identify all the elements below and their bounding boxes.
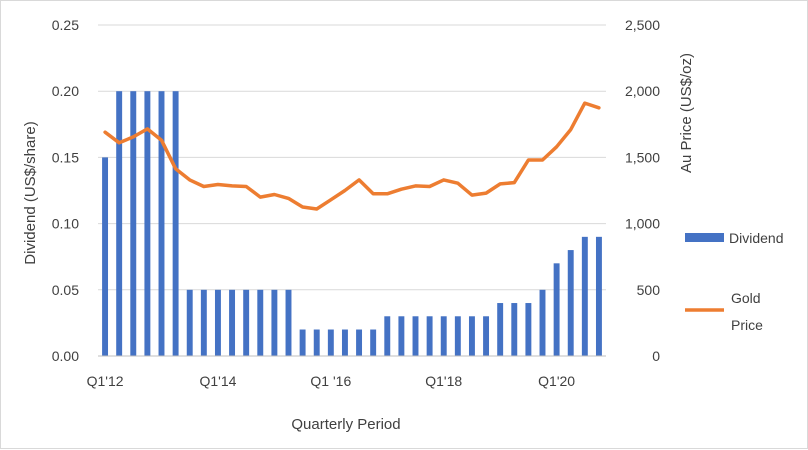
dividend-bar <box>539 289 546 356</box>
gold-price-line <box>103 101 601 211</box>
right-axis-ticks: 0 500 1,000 1,500 2,000 2,500 <box>625 17 660 364</box>
legend: Dividend Gold Price <box>685 230 783 333</box>
x-tick-label: Q1'20 <box>538 373 575 389</box>
dividend-bar <box>483 316 490 356</box>
dividend-bar <box>468 316 475 356</box>
dividend-bar <box>214 289 221 356</box>
dividend-bar <box>299 329 306 356</box>
dividend-bar <box>440 316 447 356</box>
right-tick-label: 2,000 <box>625 83 660 99</box>
dividend-bar <box>567 250 574 356</box>
dividend-bar <box>341 329 348 356</box>
legend-dividend-label: Dividend <box>729 230 783 246</box>
x-tick-label: Q1'18 <box>425 373 462 389</box>
dividend-bar <box>186 289 193 356</box>
dividend-bar <box>116 91 123 356</box>
right-tick-label: 0 <box>652 348 660 364</box>
left-axis-title: Dividend (US$/share) <box>22 121 39 264</box>
dividend-bar <box>595 236 602 356</box>
dividend-bar <box>158 91 165 356</box>
dividend-bar <box>172 91 179 356</box>
right-tick-label: 500 <box>637 282 661 298</box>
right-axis-title: Au Price (US$/oz) <box>678 53 695 173</box>
left-tick-label: 0.15 <box>52 149 79 165</box>
left-axis-ticks: 0.00 0.05 0.10 0.15 0.20 0.25 <box>52 17 79 364</box>
left-tick-label: 0.25 <box>52 17 79 33</box>
dividend-bar <box>130 91 137 356</box>
dividend-bar <box>257 289 264 356</box>
x-axis-title: Quarterly Period <box>291 416 400 433</box>
dividend-bar <box>144 91 151 356</box>
dividend-bar <box>285 289 292 356</box>
left-tick-label: 0.05 <box>52 282 79 298</box>
legend-gold-label-line1: Gold <box>731 290 761 306</box>
dividend-bar <box>243 289 250 356</box>
legend-gold-label-line2: Price <box>731 317 763 333</box>
dividend-bar <box>454 316 461 356</box>
left-tick-label: 0.10 <box>52 216 79 232</box>
x-axis-ticks: Q1'12 Q1'14 Q1 '16 Q1'18 Q1'20 <box>87 373 576 389</box>
left-tick-label: 0.20 <box>52 83 79 99</box>
dividend-bar <box>426 316 433 356</box>
x-tick-label: Q1'12 <box>87 373 124 389</box>
legend-dividend-swatch <box>685 233 724 242</box>
dividend-bar <box>412 316 419 356</box>
right-tick-label: 1,000 <box>625 216 660 232</box>
dividend-bar <box>398 316 405 356</box>
dividend-bar <box>370 329 377 356</box>
dividend-bar <box>271 289 278 356</box>
x-tick-label: Q1 '16 <box>310 373 351 389</box>
x-tick-label: Q1'14 <box>199 373 236 389</box>
dividend-bar <box>511 303 518 356</box>
left-tick-label: 0.00 <box>52 348 79 364</box>
dividend-bar <box>313 329 320 356</box>
dividend-bar <box>525 303 532 356</box>
dividend-bars <box>102 91 602 356</box>
dividend-bar <box>581 236 588 356</box>
right-tick-label: 2,500 <box>625 17 660 33</box>
gridlines <box>98 24 606 291</box>
right-tick-label: 1,500 <box>625 149 660 165</box>
dividend-bar <box>102 157 109 356</box>
dividend-bar <box>200 289 207 356</box>
dividend-bar <box>356 329 363 356</box>
dividend-bar <box>384 316 391 356</box>
dividend-bar <box>327 329 334 356</box>
dividend-bar <box>497 303 504 356</box>
dividend-bar <box>229 289 236 356</box>
dividend-bar <box>553 263 560 356</box>
